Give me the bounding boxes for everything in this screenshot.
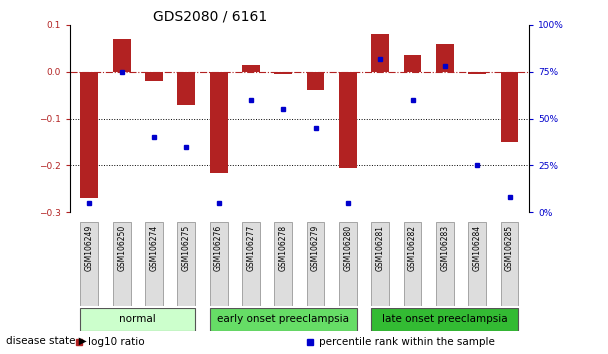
Bar	[80, 222, 98, 306]
Text: GSM106282: GSM106282	[408, 225, 417, 271]
Text: disease state ▶: disease state ▶	[6, 336, 87, 346]
Text: GSM106250: GSM106250	[117, 225, 126, 271]
Bar	[436, 222, 454, 306]
Bar	[112, 222, 131, 306]
Bar	[145, 222, 163, 306]
Text: GSM106275: GSM106275	[182, 225, 191, 271]
Text: GSM106249: GSM106249	[85, 225, 94, 271]
Bar	[274, 72, 292, 74]
Bar	[339, 222, 357, 306]
Bar	[274, 222, 292, 306]
Bar	[80, 308, 195, 331]
Bar	[339, 72, 357, 168]
Text: GDS2080 / 6161: GDS2080 / 6161	[153, 10, 267, 24]
Text: log10 ratio: log10 ratio	[88, 337, 145, 347]
Bar	[468, 72, 486, 74]
Bar	[210, 222, 227, 306]
Text: late onset preeclampsia: late onset preeclampsia	[382, 314, 508, 325]
Bar	[112, 39, 131, 72]
Text: GSM106277: GSM106277	[246, 225, 255, 271]
Bar	[468, 222, 486, 306]
Text: GSM106280: GSM106280	[344, 225, 353, 271]
Bar	[371, 308, 519, 331]
Bar	[210, 308, 357, 331]
Text: GSM106281: GSM106281	[376, 225, 385, 271]
Text: GSM106285: GSM106285	[505, 225, 514, 271]
Bar	[178, 72, 195, 104]
Bar	[242, 65, 260, 72]
Text: GSM106276: GSM106276	[214, 225, 223, 271]
Bar	[371, 222, 389, 306]
Text: early onset preeclampsia: early onset preeclampsia	[217, 314, 349, 325]
Text: normal: normal	[119, 314, 156, 325]
Bar	[306, 72, 325, 90]
Text: GSM106278: GSM106278	[279, 225, 288, 271]
Bar	[404, 55, 421, 72]
Text: GSM106284: GSM106284	[473, 225, 482, 271]
Bar	[242, 222, 260, 306]
Text: GSM106279: GSM106279	[311, 225, 320, 271]
Text: GSM106274: GSM106274	[150, 225, 159, 271]
Bar	[500, 72, 519, 142]
Bar	[210, 72, 227, 172]
Text: GSM106283: GSM106283	[440, 225, 449, 271]
Bar	[404, 222, 421, 306]
Bar	[500, 222, 519, 306]
Bar	[80, 72, 98, 198]
Bar	[371, 34, 389, 72]
Bar	[306, 222, 325, 306]
Bar	[178, 222, 195, 306]
Bar	[436, 44, 454, 72]
Bar	[145, 72, 163, 81]
Text: percentile rank within the sample: percentile rank within the sample	[319, 337, 495, 347]
